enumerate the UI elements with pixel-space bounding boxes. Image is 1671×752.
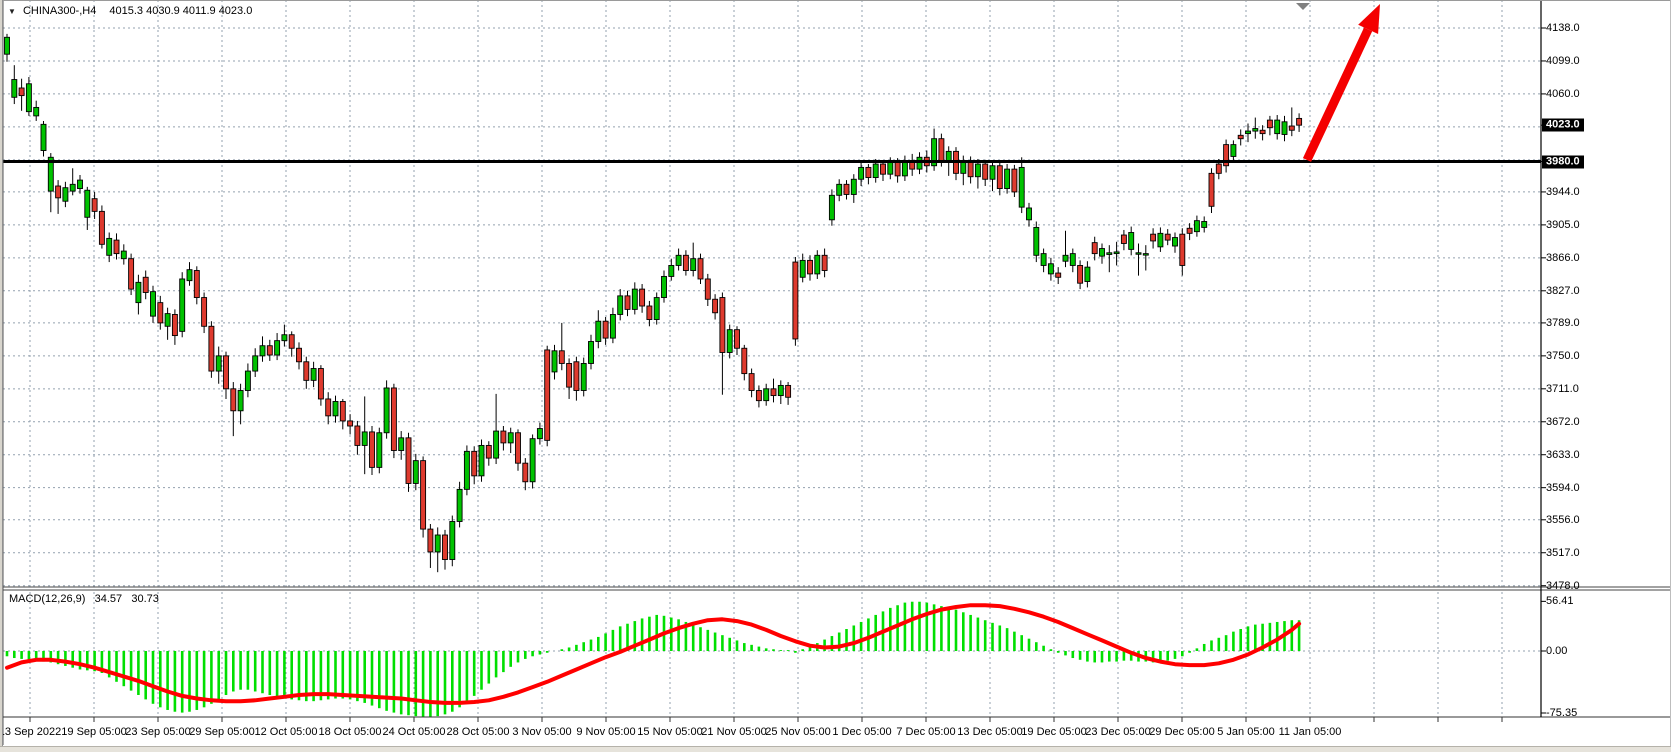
macd-signal-line (5, 603, 1302, 705)
candlesticks (4, 33, 1303, 573)
time-tick-label: 18 Oct 05:00 (318, 726, 382, 738)
price-marker-label: 4023.0 (1542, 118, 1584, 132)
price-tick-label: 3633.0 (1546, 448, 1580, 461)
price-tick-label: 3789.0 (1546, 316, 1580, 329)
macd-signal-value: 30.73 (131, 593, 159, 605)
time-tick-label: 11 Jan 05:00 (1278, 726, 1342, 738)
time-tick-label: 12 Oct 05:00 (254, 726, 318, 738)
time-tick-label: 21 Nov 05:00 (701, 726, 767, 738)
time-tick-label: 13 Sep 2022 (0, 726, 62, 738)
time-tick-label: 29 Sep 05:00 (189, 726, 255, 738)
time-tick-label: 9 Nov 05:00 (576, 726, 636, 738)
price-tick-label: 3827.0 (1546, 284, 1580, 297)
macd-scale-label: 0.00 (1546, 645, 1568, 657)
price-marker-label: 3980.0 (1542, 155, 1584, 168)
time-tick-label: 13 Dec 05:00 (957, 726, 1023, 738)
macd-scale-label: 56.41 (1546, 595, 1574, 608)
price-tick-label: 3866.0 (1546, 251, 1580, 264)
chart-title: ▼ CHINA300-,H4 4015.3 4030.9 4011.9 4023… (8, 5, 252, 17)
time-tick-label: 25 Nov 05:00 (765, 726, 831, 738)
gridlines (3, 0, 1541, 722)
time-tick-label: 23 Sep 05:00 (125, 726, 191, 738)
window-resize-strip (0, 746, 1671, 752)
price-tick-label: 3517.0 (1546, 546, 1580, 559)
time-tick-label: 5 Jan 05:00 (1217, 726, 1275, 738)
chart-shift-marker-icon[interactable] (1296, 3, 1310, 10)
window-border-left (0, 0, 3, 752)
chart-symbol-period: CHINA300-,H4 (22, 5, 97, 17)
price-tick-label: 3556.0 (1546, 513, 1580, 526)
price-tick-label: 3478.0 (1546, 579, 1580, 592)
price-tick-label: 3711.0 (1546, 382, 1579, 395)
time-tick-label: 15 Nov 05:00 (637, 726, 703, 738)
time-tick-label: 19 Dec 05:00 (1021, 726, 1087, 738)
macd-scale-label: -75.35 (1546, 707, 1578, 719)
macd-value: 34.57 (94, 593, 123, 605)
price-tick-label: 3750.0 (1546, 349, 1580, 362)
price-tick-label: 3594.0 (1546, 481, 1580, 494)
price-tick-label: 3905.0 (1546, 218, 1580, 231)
time-tick-label: 28 Oct 05:00 (446, 726, 510, 738)
time-tick-label: 23 Dec 05:00 (1085, 726, 1151, 738)
price-tick-label: 4099.0 (1546, 54, 1580, 67)
time-tick-label: 29 Dec 05:00 (1149, 726, 1215, 738)
time-tick-label: 7 Dec 05:00 (896, 726, 956, 738)
price-tick-label: 3944.0 (1546, 185, 1580, 198)
price-tick-label: 4060.0 (1546, 87, 1580, 100)
time-tick-label: 24 Oct 05:00 (382, 726, 446, 738)
price-tick-label: 4138.0 (1546, 22, 1580, 34)
trend-arrow-up[interactable] (1302, 4, 1380, 162)
macd-name: MACD(12,26,9) (9, 593, 86, 605)
time-tick-label: 3 Nov 05:00 (512, 726, 572, 738)
price-tick-label: 3672.0 (1546, 415, 1580, 428)
chart-ohlc-readout: 4015.3 4030.9 4011.9 4023.0 (109, 5, 253, 17)
time-tick-label: 19 Sep 05:00 (61, 726, 127, 738)
window-border-top (0, 0, 1671, 1)
macd-panel-graphics (5, 601, 1302, 717)
time-tick-label: 1 Dec 05:00 (832, 726, 892, 738)
macd-indicator-label: MACD(12,26,9) 34.57 30.73 (9, 593, 159, 605)
chart-menu-triangle-icon[interactable]: ▼ (8, 7, 16, 16)
